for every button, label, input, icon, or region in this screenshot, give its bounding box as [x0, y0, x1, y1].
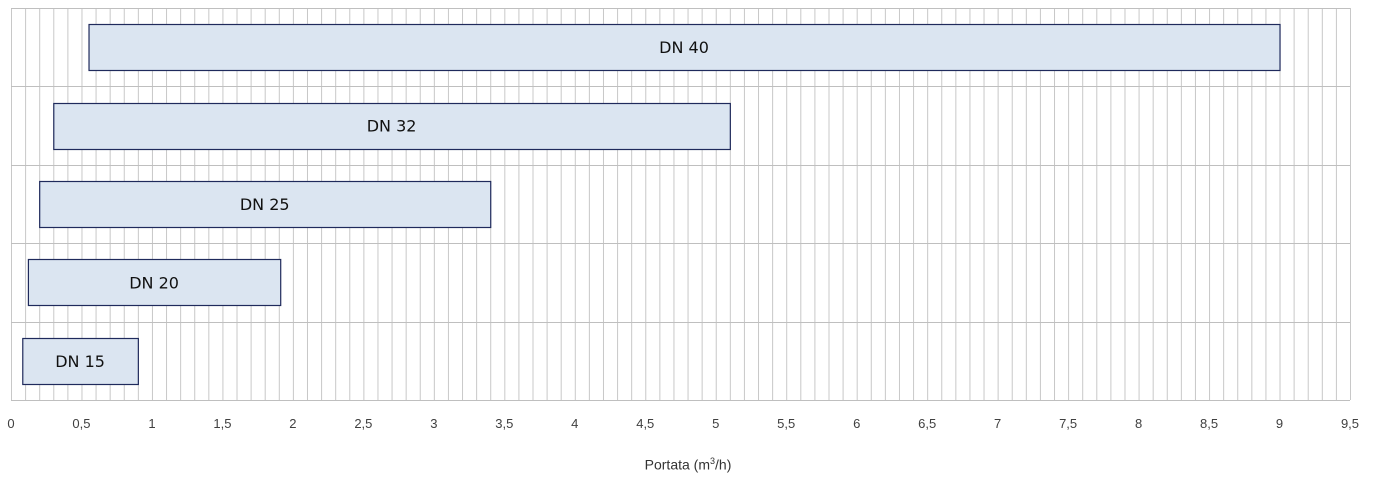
x-tick-label: 3,5: [495, 416, 513, 431]
x-tick-label: 4: [571, 416, 578, 431]
x-tick-label: 0,5: [72, 416, 90, 431]
x-axis-title: Portata (m3/h): [644, 456, 732, 473]
x-tick-label: 8,5: [1200, 416, 1218, 431]
range-bar: [88, 23, 1281, 72]
x-tick-label: 3: [430, 416, 437, 431]
bar-label: DN 40: [659, 38, 709, 57]
x-tick-label: 6,5: [918, 416, 936, 431]
bar-label: DN 15: [55, 352, 105, 371]
range-bar: [27, 258, 282, 307]
major-gridlines: [11, 8, 1350, 401]
x-tick-label: 5,5: [777, 416, 795, 431]
x-tick-label: 7: [994, 416, 1001, 431]
range-bar: [39, 180, 492, 229]
bar-label: DN 20: [129, 273, 179, 292]
x-tick-label: 8: [1135, 416, 1142, 431]
x-tick-label: 1: [148, 416, 155, 431]
x-axis: 0 0,5 1 1,5 2 2,5 3 3,5 4 4,5 5 5,5 6 6,5 7 7,5 8 8,5 9 9,5: [7, 416, 1359, 431]
bar-label: DN 32: [367, 117, 417, 136]
x-tick-label: 5: [712, 416, 719, 431]
x-tick-label: 2: [289, 416, 296, 431]
x-tick-label: 0: [7, 416, 14, 431]
x-tick-label: 7,5: [1059, 416, 1077, 431]
range-bar: [22, 337, 139, 386]
bar-label: DN 25: [240, 195, 290, 214]
x-tick-label: 9,5: [1341, 416, 1359, 431]
x-tick-label: 1,5: [213, 416, 231, 431]
range-bars: DN 40 DN 32 DN 25 DN 20 DN 15: [22, 23, 1281, 386]
range-bar: [53, 102, 731, 151]
x-tick-label: 2,5: [354, 416, 372, 431]
x-tick-label: 4,5: [636, 416, 654, 431]
x-tick-label: 9: [1276, 416, 1283, 431]
x-tick-label: 6: [853, 416, 860, 431]
